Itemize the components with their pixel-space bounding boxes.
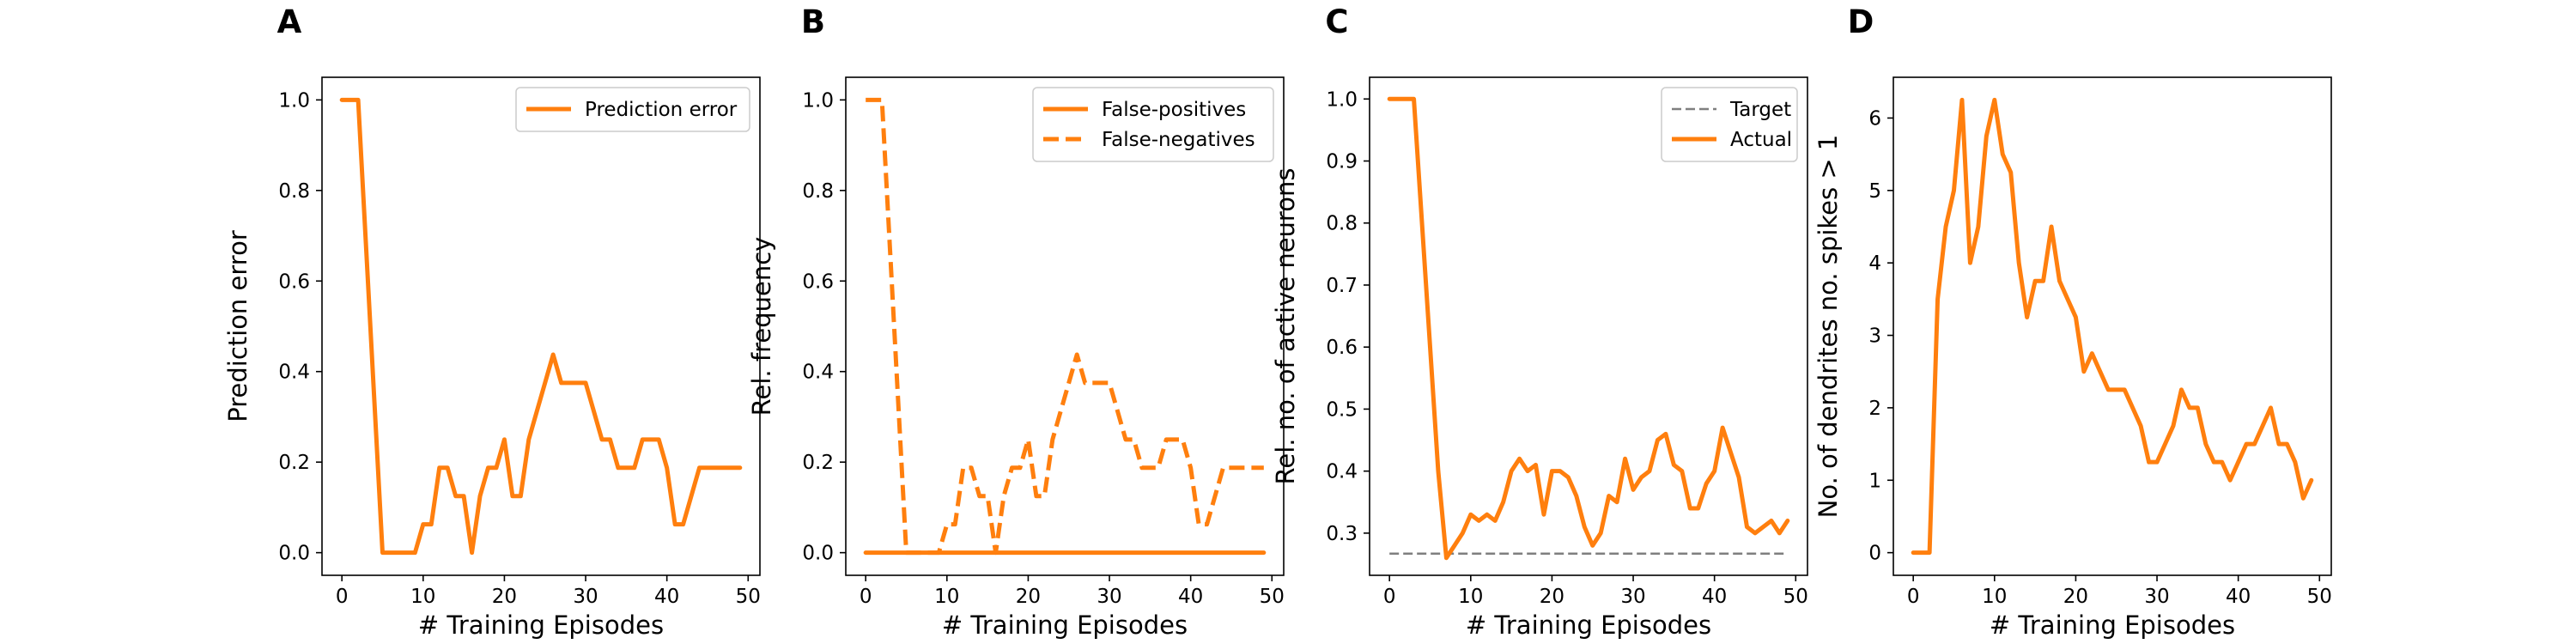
x-tick-label: 0 [860,586,872,608]
series-line-false-negatives [866,97,1264,556]
x-tick-label: 50 [1783,586,1808,608]
x-tick-label: 0 [336,586,349,608]
legend-frame [1661,87,1798,162]
series-line-values [1911,97,2314,556]
x-tick-label: 50 [736,586,761,608]
panel-letter: B [801,3,825,40]
x-tick-label: 40 [654,586,679,608]
series-line-prediction-error [339,97,743,556]
y-tick-label: 4 [1868,252,1881,275]
panel-letter: A [277,3,302,40]
x-tick-label: 50 [1260,586,1285,608]
legend: False-positives False-negatives [1032,87,1274,162]
axes-frame [1369,76,1808,576]
y-tick-label: 0 [1868,543,1881,565]
axes-frame [1893,76,2332,576]
y-axis-label: Rel. frequency [747,237,776,416]
x-tick-label: 10 [410,586,435,608]
y-tick-label: 0.3 [1326,523,1358,545]
legend-label: Actual [1730,129,1792,151]
y-tick-label: 1 [1868,470,1881,492]
x-axis-label: # Training Episodes [942,611,1188,640]
x-tick-label: 20 [1540,586,1564,608]
y-axis-label: Rel. no. of active neurons [1271,168,1300,485]
x-tick-label: 50 [2307,586,2332,608]
x-tick-label: 30 [1620,586,1645,608]
x-tick-label: 10 [1458,586,1483,608]
x-tick-label: 10 [934,586,959,608]
legend-label: Target [1729,99,1791,121]
x-tick-label: 10 [1982,586,2007,608]
legend-frame [1032,87,1274,162]
y-tick-label: 2 [1868,398,1881,420]
y-tick-label: 6 [1868,107,1881,130]
y-tick-label: 0.5 [1326,398,1358,421]
x-tick-label: 40 [1178,586,1203,608]
legend: Prediction error [515,87,750,132]
x-tick-label: 0 [1383,586,1396,608]
legend: Target Actual [1661,87,1798,162]
x-tick-label: 20 [1016,586,1041,608]
y-tick-label: 0.7 [1326,275,1358,297]
legend-label: False-positives [1102,99,1246,121]
y-tick-label: 0.6 [1326,337,1358,359]
y-tick-label: 0.4 [802,361,834,384]
y-tick-label: 1.0 [278,89,310,112]
x-tick-label: 40 [1702,586,1727,608]
y-tick-label: 0.6 [278,270,310,293]
panel-letter: D [1848,3,1874,40]
x-tick-label: 30 [1097,586,1121,608]
legend-label: Prediction error [585,99,738,121]
y-axis-label: Prediction error [223,230,252,422]
x-tick-label: 0 [1907,586,1920,608]
panel-d: D 0 10 20 30 40 50 0 1 2 3 4 5 6 # Training Episodes No… [1814,3,2332,640]
x-tick-label: 30 [2144,586,2169,608]
y-tick-label: 1.0 [802,89,834,112]
y-tick-label: 5 [1868,180,1881,203]
panel-a: A 0 10 20 30 40 50 0.0 0.2 0.4 0.6 0.8 1.0 # Training… [223,3,761,640]
y-tick-label: 0.9 [1326,151,1358,173]
series-line-actual [1387,96,1790,561]
y-tick-label: 0.4 [278,361,310,384]
y-tick-label: 0.4 [1326,461,1358,483]
legend-frame [515,87,750,132]
x-tick-label: 30 [573,586,598,608]
y-tick-label: 0.8 [278,180,310,203]
y-tick-label: 0.8 [1326,213,1358,235]
x-tick-label: 20 [2063,586,2088,608]
y-tick-label: 1.0 [1326,88,1358,111]
axes-frame [321,76,761,576]
y-tick-label: 0.0 [278,543,310,565]
panel-b: B 0 10 20 30 40 50 0.0 0.2 0.4 0.6 0.8 1.0 # Training… [747,3,1285,640]
legend-label: False-negatives [1102,129,1255,151]
y-tick-label: 0.2 [802,452,834,474]
y-axis-label: No. of dendrites no. spikes > 1 [1814,135,1843,519]
axes-frame [845,76,1285,576]
x-axis-label: # Training Episodes [418,611,664,640]
x-axis-label: # Training Episodes [1990,611,2235,640]
panel-letter: C [1325,3,1348,40]
y-tick-label: 0.8 [802,180,834,203]
panel-c: C 0 10 20 30 40 50 0.3 0.4 0.5 0.6 0.7 0.8 0.9 1.0 # Tr… [1271,3,1808,640]
y-tick-label: 0.2 [278,452,310,474]
x-tick-label: 40 [2226,586,2251,608]
x-tick-label: 20 [492,586,517,608]
y-tick-label: 0.6 [802,270,834,293]
y-tick-label: 3 [1868,325,1881,348]
x-axis-label: # Training Episodes [1466,611,1711,640]
y-tick-label: 0.0 [802,543,834,565]
